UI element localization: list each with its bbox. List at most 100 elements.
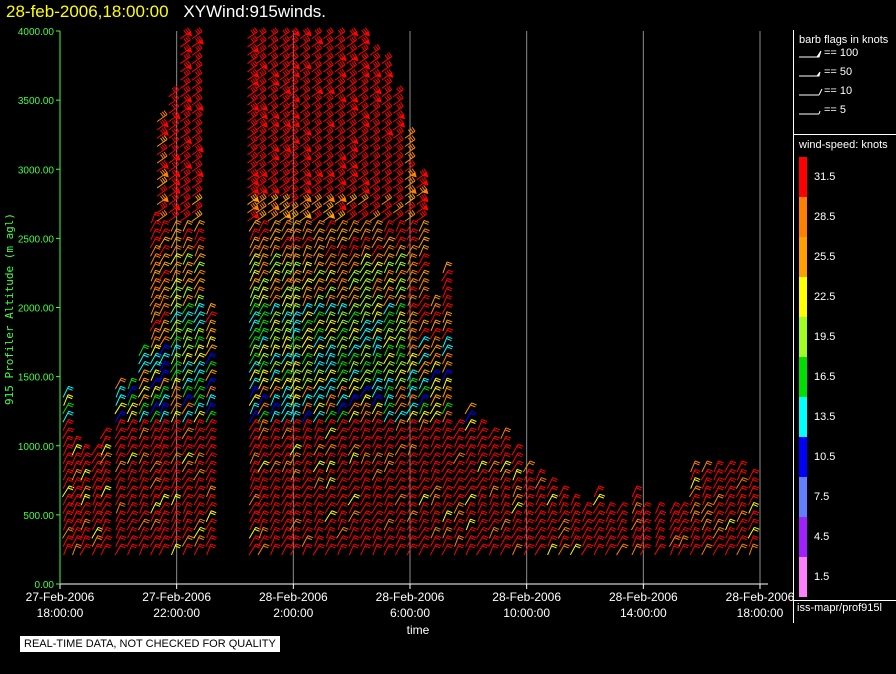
wind-barb — [62, 493, 74, 506]
wind-barb — [194, 286, 205, 298]
wind-barb — [302, 427, 313, 440]
wind-barb — [170, 244, 182, 257]
wind-barb — [158, 468, 171, 481]
wind-barb — [191, 110, 203, 123]
flag-legend-row: == 100 — [794, 46, 896, 65]
axes: 27-Feb-2006 18:00:00 27-Feb-2006 22:00:00 28… — [18, 27, 793, 620]
wind-barb — [181, 452, 194, 464]
wind-barb — [248, 501, 262, 514]
wind-barb — [138, 402, 150, 415]
wind-barb — [290, 261, 302, 274]
wind-barb — [677, 543, 690, 556]
wind-barb — [114, 435, 127, 448]
wind-barb — [71, 460, 83, 473]
wind-barb — [181, 460, 194, 473]
wind-barb — [736, 543, 748, 556]
wind-barb — [170, 435, 182, 448]
wind-barb — [255, 43, 267, 56]
x-tick-label-date: 28-Feb-2006 — [609, 590, 678, 604]
wind-barb — [394, 410, 407, 423]
wind-barb — [138, 360, 151, 373]
wind-barb — [182, 336, 193, 348]
wind-barb — [180, 68, 191, 81]
wind-barb — [191, 118, 203, 131]
flag-legend-row: == 5 — [794, 103, 896, 122]
wind-barb — [194, 228, 205, 240]
wind-barb — [158, 261, 171, 274]
wind-barb — [80, 477, 91, 489]
wind-barb — [269, 327, 282, 340]
wind-barb — [63, 510, 74, 522]
wind-barb — [464, 493, 477, 506]
wind-barb — [511, 460, 524, 473]
wind-barb — [138, 344, 150, 357]
wind-barb — [181, 278, 194, 290]
wind-barb — [180, 118, 191, 131]
x-tick-label-date: 28-Feb-2006 — [259, 590, 328, 604]
wind-barb — [270, 427, 281, 439]
wind-barb — [158, 535, 171, 547]
wind-barb — [348, 228, 360, 240]
wind-barb — [247, 168, 260, 181]
wind-barb — [149, 477, 162, 489]
wind-barb — [168, 193, 180, 205]
flag-legend-label: == 10 — [824, 85, 853, 97]
wind-barb — [126, 385, 138, 398]
wind-barb — [156, 201, 168, 214]
wind-barb — [267, 68, 280, 81]
wind-barb — [150, 344, 162, 357]
wind-barb — [100, 477, 112, 489]
wind-barb — [301, 360, 314, 373]
wind-barb — [180, 168, 191, 181]
wind-barb — [194, 336, 205, 348]
wind-barb — [279, 193, 290, 205]
wind-barb — [181, 344, 194, 357]
speed-color-swatch — [799, 557, 807, 597]
wind-barb — [180, 126, 191, 139]
wind-barb — [159, 385, 170, 398]
wind-barb — [139, 410, 150, 423]
wind-barb — [604, 543, 617, 556]
wind-barb — [181, 535, 194, 547]
wind-barb — [247, 110, 258, 123]
wind-barb — [139, 501, 149, 514]
wind-barb — [158, 336, 171, 348]
x-tick-label-date: 28-Feb-2006 — [376, 590, 445, 604]
wind-barb — [257, 410, 270, 423]
wind-barb — [269, 352, 281, 365]
wind-barb — [115, 394, 127, 406]
wind-barb — [258, 377, 270, 390]
wind-barb — [269, 360, 281, 373]
wind-barb — [247, 126, 258, 139]
wind-barb — [269, 286, 281, 299]
wind-barb — [168, 93, 180, 106]
wind-barb — [63, 394, 74, 406]
wind-barb — [80, 460, 92, 473]
wind-barb — [288, 35, 299, 48]
wind-barb — [289, 435, 302, 448]
barb-flag-icon — [799, 71, 821, 77]
wind-barb — [301, 278, 314, 290]
y-tick-label: 4000.00 — [18, 27, 55, 38]
wind-barb — [180, 201, 191, 214]
wind-barb — [258, 286, 269, 298]
wind-barb — [348, 352, 360, 365]
wind-barb — [180, 27, 193, 40]
wind-barb — [290, 402, 301, 415]
wind-barb — [205, 327, 217, 340]
wind-barb — [182, 435, 193, 448]
wind-barb — [312, 410, 326, 423]
wind-barb — [170, 336, 182, 348]
wind-barb — [258, 419, 269, 431]
wind-barb — [191, 160, 203, 172]
wind-barb — [191, 168, 204, 181]
wind-barb — [194, 327, 205, 340]
wind-barb — [476, 543, 489, 556]
wind-barb — [206, 336, 216, 348]
wind-barb — [429, 452, 442, 464]
wind-barb — [159, 419, 170, 431]
wind-barb — [288, 135, 301, 147]
wind-barb — [534, 543, 547, 556]
wind-barb — [100, 543, 112, 556]
flag-legend-label: == 100 — [824, 47, 859, 59]
